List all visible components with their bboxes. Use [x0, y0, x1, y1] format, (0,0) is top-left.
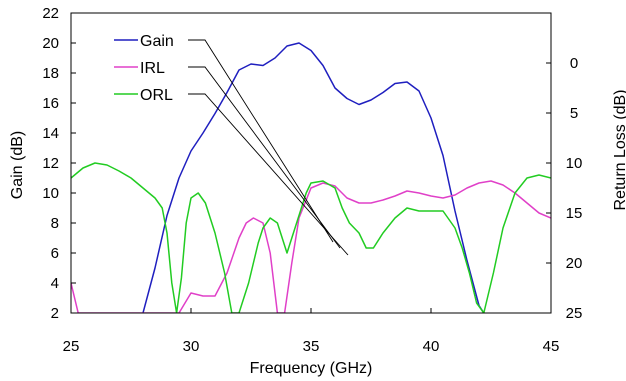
- y-tick-label: 18: [42, 65, 59, 82]
- legend: Gain IRL ORL: [114, 33, 349, 256]
- y2-tick-label: 5: [570, 105, 578, 122]
- series-line-orl: [71, 162, 551, 313]
- y2-axis-title: Return Loss (dB): [612, 90, 626, 211]
- y-tick-label: 8: [51, 215, 59, 232]
- legend-label-orl: ORL: [140, 87, 173, 104]
- legend-label-irl: IRL: [140, 60, 165, 77]
- y-tick-label: 20: [42, 35, 59, 52]
- y-tick-label: 6: [51, 245, 59, 262]
- y-tick-label: 4: [51, 275, 59, 292]
- y-axis-ticks: 2 4 6 8 10 12 14 16 18 20 22: [42, 5, 76, 322]
- plot-series: [71, 42, 551, 313]
- plot-frame: [70, 12, 552, 314]
- y-tick-label: 2: [51, 305, 59, 322]
- y2-tick-label: 20: [566, 255, 583, 272]
- legend-leader-line: [188, 93, 349, 256]
- y2-tick-label: 25: [566, 305, 583, 322]
- x-tick-label: 40: [423, 338, 440, 355]
- y2-tick-label: 10: [566, 155, 583, 172]
- legend-label-gain: Gain: [140, 33, 174, 50]
- legend-leader-line: [188, 66, 341, 249]
- x-tick-label: 25: [63, 338, 80, 355]
- series-line-gain: [142, 42, 485, 313]
- y2-axis-ticks: 0 5 10 15 20 25: [546, 55, 582, 322]
- series-line-irl: [71, 180, 551, 313]
- y-tick-label: 12: [42, 155, 59, 172]
- y-tick-label: 14: [42, 125, 59, 142]
- y2-tick-label: 15: [566, 205, 583, 222]
- x-axis-ticks: 25 30 35 40 45: [63, 308, 560, 355]
- x-axis-title: Frequency (GHz): [250, 360, 373, 377]
- legend-leader-line: [188, 39, 334, 243]
- y-axis-title: Gain (dB): [9, 131, 26, 199]
- x-tick-label: 45: [543, 338, 560, 355]
- y-tick-label: 16: [42, 95, 59, 112]
- y-tick-label: 22: [42, 5, 59, 22]
- y-tick-label: 10: [42, 185, 59, 202]
- x-tick-label: 30: [183, 338, 200, 355]
- x-tick-label: 35: [303, 338, 320, 355]
- y2-tick-label: 0: [570, 55, 578, 72]
